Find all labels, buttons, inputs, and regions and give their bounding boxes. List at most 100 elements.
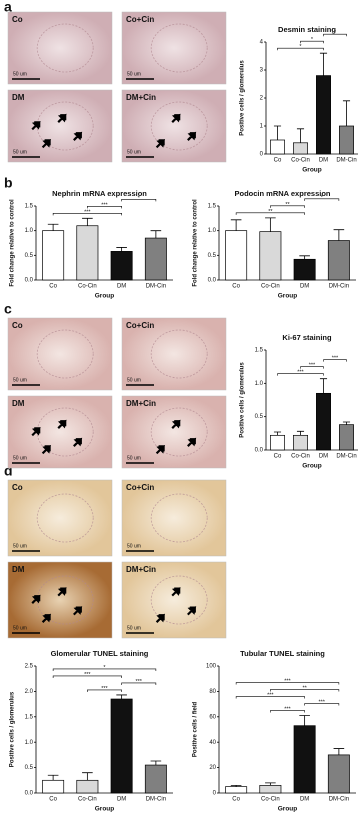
glomerulus [150, 23, 208, 73]
error-bar [116, 247, 127, 252]
x-tick-label: Co-Cin [261, 797, 280, 803]
arrow [73, 437, 83, 447]
x-tick-label: DM [117, 797, 126, 803]
x-axis-label: Group [95, 293, 115, 300]
y-tick-label: 0.0 [208, 278, 217, 284]
significance-bracket [52, 213, 122, 216]
arrow [155, 138, 166, 149]
arrow [187, 606, 197, 616]
x-axis-label: Group [278, 806, 298, 813]
significance-label: ** [268, 209, 273, 215]
significance-bracket [300, 40, 324, 44]
y-tick-label: 3 [260, 68, 264, 74]
scale-label: 50 um [13, 71, 27, 77]
significance-label: *** [284, 706, 291, 712]
arrow [57, 113, 67, 123]
bar [42, 230, 65, 281]
significance-bracket [323, 359, 347, 362]
scale-label: 50 um [13, 377, 27, 383]
y-tick-label: 0.0 [25, 278, 34, 284]
x-tick-label: Co-Cin [78, 284, 97, 290]
chart-title: Tubular TUNEL staining [240, 649, 325, 658]
scale-label: 50 um [13, 149, 27, 155]
bar [270, 434, 285, 451]
bar [293, 142, 308, 155]
error-bar [319, 378, 328, 394]
bar [42, 779, 65, 794]
glomerulus [36, 23, 94, 73]
micrograph [121, 89, 227, 163]
glomerulus [36, 329, 94, 379]
micrograph [7, 11, 113, 85]
significance-label: * [299, 44, 302, 50]
y-tick-label: 1.0 [25, 740, 34, 746]
error-bar [273, 125, 282, 140]
panel-label: c [4, 301, 12, 317]
chart-title: Ki-67 staining [282, 333, 332, 342]
image-label: Co+Cin [126, 321, 154, 330]
significance-label: * [311, 37, 314, 43]
micrograph [7, 317, 113, 391]
image-label: DM [12, 93, 25, 102]
y-tick-label: 1.5 [25, 204, 34, 210]
x-tick-label: Co [232, 284, 240, 290]
bar [316, 392, 331, 451]
glomerulus [150, 493, 208, 543]
y-tick-label: 0.5 [25, 253, 34, 259]
significance-bracket [121, 199, 157, 202]
significance-label: * [334, 30, 337, 36]
x-tick-label: Co-Cin [291, 454, 310, 460]
glomerulus [150, 575, 208, 625]
scale-label: 50 um [127, 625, 141, 631]
scale-label: 50 um [13, 455, 27, 461]
significance-label: * [321, 195, 324, 201]
significance-label: *** [84, 209, 91, 215]
micrograph [121, 11, 227, 85]
y-tick-label: 0 [213, 791, 217, 797]
y-axis-label: Fold change relative to control [193, 199, 199, 287]
y-tick-label: 1.0 [25, 228, 34, 234]
scale-label: 50 um [127, 455, 141, 461]
y-axis-label: Positive cells / field [193, 701, 199, 757]
significance-label: *** [284, 678, 291, 684]
y-tick-label: 80 [209, 689, 216, 695]
arrow [31, 426, 41, 437]
image-label: Co+Cin [126, 15, 154, 24]
x-tick-label: DM [300, 797, 309, 803]
y-tick-label: 0.0 [25, 791, 34, 797]
scale-label: 50 um [13, 625, 27, 631]
panel-label: b [4, 175, 13, 191]
significance-label: ** [302, 685, 307, 691]
bar [316, 75, 331, 155]
significance-label: *** [101, 686, 108, 692]
x-tick-label: DM-Cin [146, 284, 166, 290]
error-bar [47, 774, 59, 781]
scale-label: 50 um [127, 377, 141, 383]
significance-bracket [87, 689, 122, 692]
x-tick-label: DM [319, 454, 328, 460]
error-bar [82, 772, 93, 781]
significance-bracket [121, 682, 157, 685]
error-bar [230, 219, 242, 231]
x-tick-label: Co-Cin [78, 797, 97, 803]
bar [144, 764, 167, 794]
error-bar [47, 223, 59, 231]
x-tick-label: DM-Cin [336, 454, 356, 460]
error-bar [296, 128, 305, 143]
error-bar [342, 100, 351, 126]
significance-bracket [52, 668, 157, 671]
chart-title: Desmin staining [278, 25, 336, 34]
bar [327, 240, 350, 281]
y-tick-label: 4 [260, 40, 264, 46]
error-bar [299, 715, 310, 726]
bar [76, 779, 99, 794]
y-tick-label: 0.0 [255, 448, 264, 454]
significance-bracket [235, 696, 305, 699]
x-tick-label: DM [117, 284, 126, 290]
arrow [41, 444, 52, 455]
arrow [73, 131, 83, 141]
arrow [171, 113, 181, 123]
scale-label: 50 um [127, 71, 141, 77]
bar [293, 725, 316, 794]
x-tick-label: Co [232, 797, 240, 803]
